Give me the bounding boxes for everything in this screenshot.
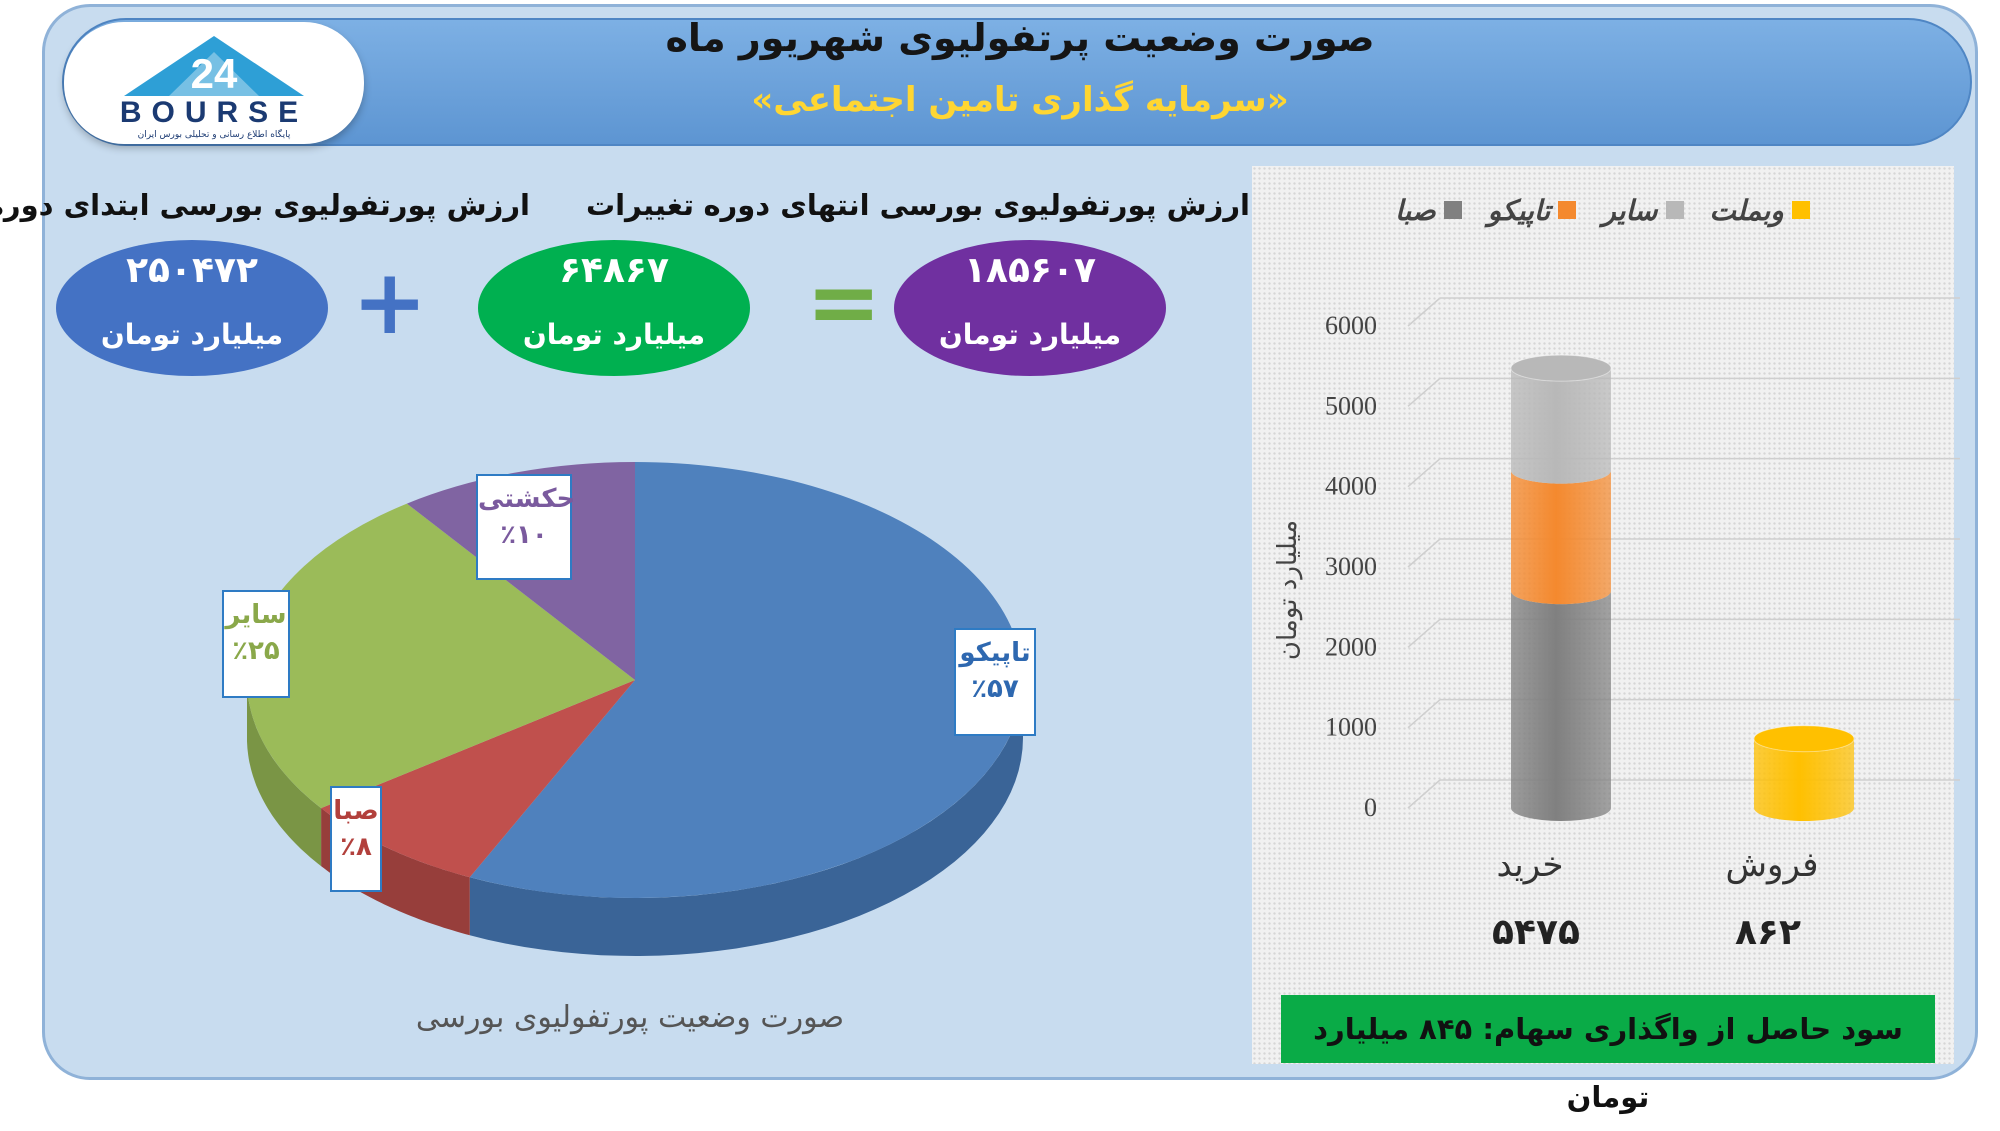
category-label-forush: فروش xyxy=(1725,845,1819,885)
logo: 24 BOURSE پایگاه اطلاع رسانی و تحلیلی بو… xyxy=(64,22,364,144)
pie-label-name: سایر xyxy=(225,600,287,630)
header-banner xyxy=(62,18,1972,146)
pie-label-hekashti: حکشتی ٪۱۰ xyxy=(476,474,576,580)
end-value-oval: ۱۸۵۶۰۷ میلیارد تومان xyxy=(894,240,1166,376)
y-tick-label: 5000 xyxy=(1325,391,1377,420)
gridline-diag xyxy=(1407,618,1441,648)
category-total-kharid: ۵۴۷۵ xyxy=(1492,912,1580,953)
category-label-kharid: خرید xyxy=(1496,845,1564,885)
pie-caption: صورت وضعیت پورتفولیوی بورسی xyxy=(415,1000,845,1035)
pie-side-2 xyxy=(247,680,322,867)
legend-item-saba: صبا xyxy=(1395,190,1462,230)
svg-text:24: 24 xyxy=(191,50,238,97)
legend-item-tapico: تاپیکو xyxy=(1488,190,1577,230)
start-value-oval: ۲۵۰۴۷۲ میلیارد تومان xyxy=(56,240,328,376)
y-axis-title: میلیارد تومان xyxy=(1273,520,1303,660)
pie-slice-2 xyxy=(246,503,635,809)
change-unit: میلیارد تومان xyxy=(522,318,706,351)
bar-legend: صبا تاپیکو سایر وبملت xyxy=(1395,190,1810,230)
pie-label-percent: ٪۵۷ xyxy=(971,674,1019,704)
pie-label-percent: ٪۸ xyxy=(340,832,372,862)
end-unit: میلیارد تومان xyxy=(938,318,1122,351)
bar-segment-0-0 xyxy=(1511,591,1611,821)
legend-item-sayer: سایر xyxy=(1602,190,1684,230)
y-tick-label: 0 xyxy=(1364,793,1377,822)
legend-swatch xyxy=(1791,201,1810,219)
infographic-canvas: 24 BOURSE پایگاه اطلاع رسانی و تحلیلی بو… xyxy=(0,4,1978,1114)
bar-cap-1 xyxy=(1753,725,1855,753)
y-tick-label: 6000 xyxy=(1325,311,1377,340)
y-tick-label: 4000 xyxy=(1325,472,1377,501)
plus-icon: + xyxy=(352,250,428,355)
pie-label-sayer: سایر ٪۲۵ xyxy=(222,590,290,698)
bar-segment-0-2 xyxy=(1511,368,1611,484)
pie-label-percent: ٪۲۵ xyxy=(232,636,280,666)
pie-label-name: صبا xyxy=(333,796,379,826)
bar-chart: 0 1000 2000 3000 4000 5000 6000 میلیارد تومان xyxy=(1273,297,1960,822)
logo-triangle-icon: 24 xyxy=(124,36,304,97)
gridline-diag xyxy=(1407,699,1441,729)
pie-slice-1 xyxy=(321,680,635,878)
gridline-diag xyxy=(1407,779,1441,809)
bar-segment-1-3 xyxy=(1754,738,1854,821)
pie-side-0 xyxy=(469,680,1023,956)
pie-label-saba: صبا ٪۸ xyxy=(330,786,382,892)
y-tick-label: 1000 xyxy=(1325,713,1377,742)
gridline-diag xyxy=(1407,458,1441,488)
page-subtitle: «سرمایه گذاری تامین اجتماعی» xyxy=(751,80,1289,120)
equals-icon: = xyxy=(806,250,882,355)
category-total-forush: ۸۶۲ xyxy=(1735,912,1801,953)
gridline-diag xyxy=(1407,297,1441,327)
pie-slice-0 xyxy=(469,462,1023,899)
legend-label: وبملت xyxy=(1709,193,1784,227)
pie-chart xyxy=(246,461,1023,956)
legend-swatch xyxy=(1558,201,1577,219)
change-label: تغییرات xyxy=(585,188,695,222)
start-value: ۲۵۰۴۷۲ xyxy=(126,250,258,291)
pie-label-name: حکشتی xyxy=(478,484,576,514)
end-label: ارزش پورتفولیوی بورسی انتهای دوره xyxy=(703,188,1250,222)
legend-item-vbmellat: وبملت xyxy=(1710,190,1810,230)
legend-label: سایر xyxy=(1602,193,1658,227)
end-value: ۱۸۵۶۰۷ xyxy=(964,250,1096,291)
change-value: ۶۴۸۶۷ xyxy=(559,250,669,291)
y-tick-label: 2000 xyxy=(1325,632,1377,661)
logo-text: BOURSE xyxy=(119,96,309,129)
profit-banner: سود حاصل از واگذاری سهام: ۸۴۵ میلیارد تو… xyxy=(1281,995,1935,1114)
gridline-diag xyxy=(1407,377,1441,407)
start-unit: میلیارد تومان xyxy=(100,318,284,351)
legend-label: تاپیکو xyxy=(1487,193,1551,227)
y-tick-label: 3000 xyxy=(1325,552,1377,581)
pie-label-tapico: تاپیکو ٪۵۷ xyxy=(954,628,1036,736)
pie-label-name: تاپیکو xyxy=(959,638,1031,668)
bar-segment-0-1 xyxy=(1511,470,1611,605)
legend-swatch xyxy=(1665,201,1684,219)
gridline-diag xyxy=(1407,538,1441,568)
legend-swatch xyxy=(1443,201,1462,219)
change-value-oval: ۶۴۸۶۷ میلیارد تومان xyxy=(478,240,750,376)
start-label: ارزش پورتفولیوی بورسی ابتدای دوره xyxy=(0,188,530,222)
logo-subtext: پایگاه اطلاع رسانی و تحلیلی بورس ایران xyxy=(137,130,291,140)
legend-label: صبا xyxy=(1395,193,1436,227)
pie-label-percent: ٪۱۰ xyxy=(500,520,548,550)
page-title: صورت وضعیت پرتفولیوی شهریور ماه xyxy=(665,16,1375,60)
bar-cap-0 xyxy=(1510,354,1612,382)
